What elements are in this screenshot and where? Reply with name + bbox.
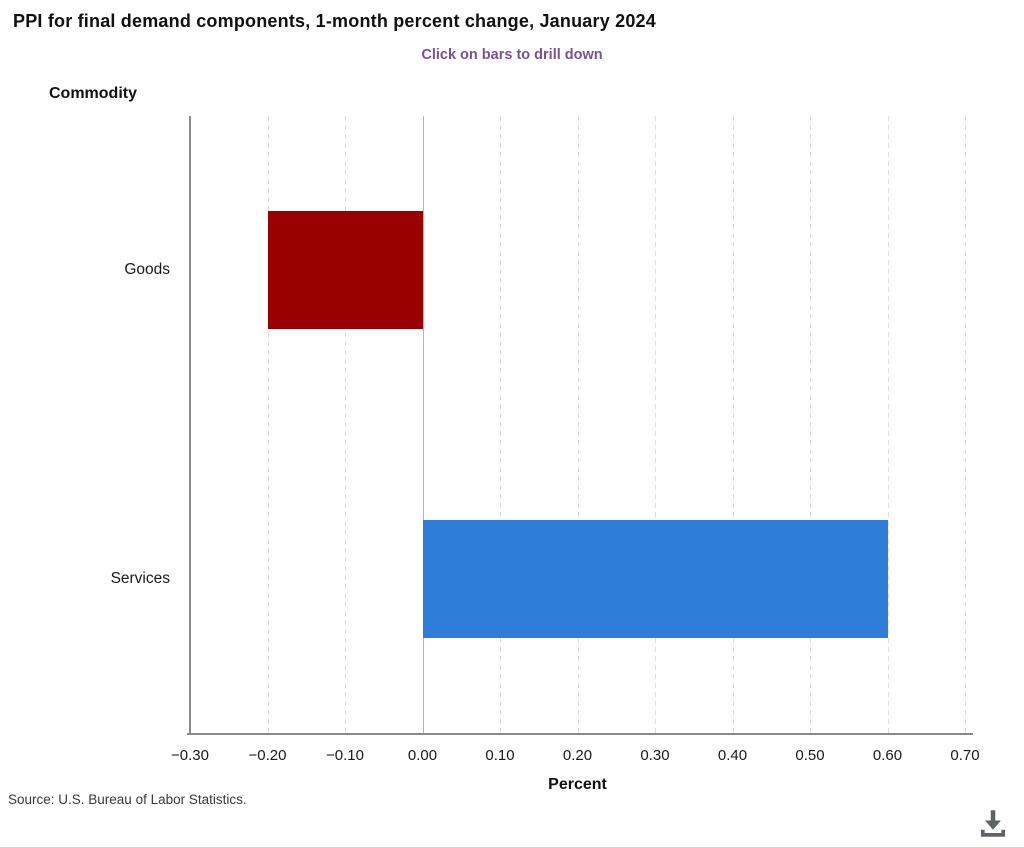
x-tick-label: −0.20 [248, 747, 287, 764]
source-note: Source: U.S. Bureau of Labor Statistics. [8, 792, 247, 807]
x-tick-label: −0.30 [171, 747, 209, 764]
x-tick-label: 0.70 [950, 747, 980, 764]
x-axis-label: Percent [548, 776, 607, 793]
chart-subtitle: Click on bars to drill down [421, 47, 603, 63]
gridline [345, 116, 346, 733]
x-tick-label: 0.30 [640, 747, 670, 764]
gridline [500, 116, 501, 733]
bar-goods[interactable] [267, 211, 423, 330]
bar-services[interactable] [422, 519, 888, 638]
gridline [732, 116, 734, 733]
gridline [810, 116, 811, 733]
x-axis-line [187, 733, 973, 735]
download-icon [980, 810, 1006, 837]
x-tick-label: 0.40 [717, 747, 748, 764]
x-tick-label: 0.60 [872, 747, 903, 764]
gridline [655, 116, 656, 733]
category-label-services: Services [110, 569, 170, 587]
x-tick-label: 0.20 [562, 747, 593, 764]
x-tick-label: 0.00 [407, 747, 438, 764]
gridline [577, 116, 579, 733]
x-tick-label: 0.50 [795, 747, 825, 764]
gridline [965, 116, 966, 733]
x-tick-label: −0.10 [326, 747, 364, 764]
download-button[interactable] [974, 804, 1012, 842]
gridline [267, 116, 269, 733]
y-axis-title: Commodity [49, 85, 137, 102]
category-label-goods: Goods [124, 261, 170, 279]
y-axis-line [189, 116, 191, 733]
gridline [887, 116, 889, 733]
zero-gridline [422, 116, 424, 733]
x-tick-label: 0.10 [485, 747, 515, 764]
plot-area: Percent −0.30 −0.20 −0.10 0.00 0.10 0.20 0.30 0… [111, 116, 980, 793]
chart-title: PPI for final demand components, 1-month… [13, 11, 656, 31]
